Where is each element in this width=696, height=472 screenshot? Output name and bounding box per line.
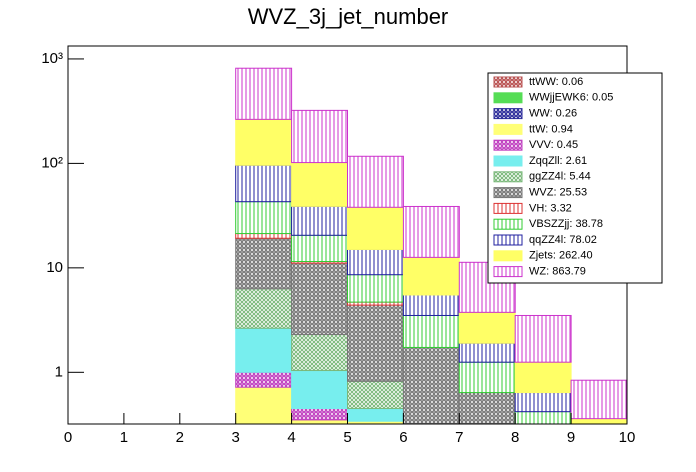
bar [235, 164, 293, 203]
bar [347, 274, 404, 303]
y-tick-label: 10 [46, 259, 63, 276]
plot-area [235, 67, 627, 424]
x-tick-label: 10 [619, 429, 636, 446]
bar [291, 162, 349, 207]
bar [402, 256, 460, 296]
legend-label: ttWW: 0.06 [529, 76, 583, 88]
bar [347, 206, 404, 250]
legend-label: ttW: 0.94 [529, 123, 573, 135]
legend-label: ggZZ4l: 5.44 [529, 171, 591, 183]
legend-swatch [493, 139, 523, 151]
x-tick-label: 6 [399, 429, 407, 446]
bar [458, 311, 516, 344]
legend-swatch [493, 266, 523, 278]
bar [347, 304, 404, 382]
bar [235, 201, 293, 235]
legend-swatch [493, 171, 523, 183]
legend-swatch [493, 92, 523, 104]
bar [570, 379, 627, 420]
legend-label: VH: 3.32 [529, 202, 572, 214]
x-tick-label: 7 [455, 429, 463, 446]
bar [402, 294, 460, 316]
bar [235, 233, 293, 239]
bar [291, 234, 349, 263]
legend-swatch [493, 155, 523, 167]
bar [291, 205, 349, 236]
legend-label: VBSZZjj: 38.78 [529, 218, 603, 230]
y-tick-label: 10³ [41, 50, 63, 67]
x-tick-label: 5 [343, 429, 351, 446]
legend-label: WWjjEWK6: 0.05 [529, 92, 613, 104]
bar [347, 408, 404, 422]
y-tick-label: 1 [55, 363, 63, 380]
bar [347, 155, 404, 208]
bar [235, 386, 293, 424]
legend-swatch [493, 123, 523, 135]
legend-swatch [493, 234, 523, 246]
legend-swatch [493, 202, 523, 214]
bar [291, 334, 349, 372]
bar [235, 327, 293, 373]
bar [347, 380, 404, 410]
bar [291, 370, 349, 410]
x-tick-label: 9 [567, 429, 575, 446]
legend-label: WW: 0.26 [529, 108, 577, 120]
bar [235, 67, 293, 120]
x-tick-label: 8 [511, 429, 519, 446]
x-tick-label: 0 [64, 429, 72, 446]
bar [235, 288, 293, 329]
bar [347, 248, 404, 276]
bar [402, 314, 460, 348]
chart-title: WVZ_3j_jet_number [248, 4, 449, 29]
bar [514, 392, 572, 413]
bar [402, 346, 460, 424]
x-tick-label: 1 [120, 429, 128, 446]
bar [458, 361, 516, 394]
bar [235, 118, 293, 166]
bar [291, 109, 349, 164]
y-tick-label: 10² [41, 154, 63, 171]
legend-swatch [493, 76, 523, 88]
bar [235, 237, 293, 290]
legend-swatch [493, 108, 523, 120]
x-tick-label: 3 [232, 429, 240, 446]
bar [514, 314, 572, 363]
bar [458, 342, 516, 363]
bar [402, 205, 460, 258]
legend-label: qqZZ4l: 78.02 [529, 234, 597, 246]
bar [291, 262, 349, 336]
bar [291, 408, 349, 421]
legend-label: Zjets: 262.40 [529, 250, 593, 262]
bar [235, 371, 293, 388]
legend-label: VVV: 0.45 [529, 139, 578, 151]
x-tick-label: 2 [176, 429, 184, 446]
legend-swatch [493, 250, 523, 262]
bar [514, 361, 572, 394]
legend-swatch [493, 187, 523, 199]
legend-swatch [493, 218, 523, 230]
x-tick-label: 4 [287, 429, 295, 446]
bar [458, 392, 516, 424]
legend-label: ZqqZll: 2.61 [529, 155, 587, 167]
legend-label: WVZ: 25.53 [529, 187, 587, 199]
legend-label: WZ: 863.79 [529, 266, 586, 278]
